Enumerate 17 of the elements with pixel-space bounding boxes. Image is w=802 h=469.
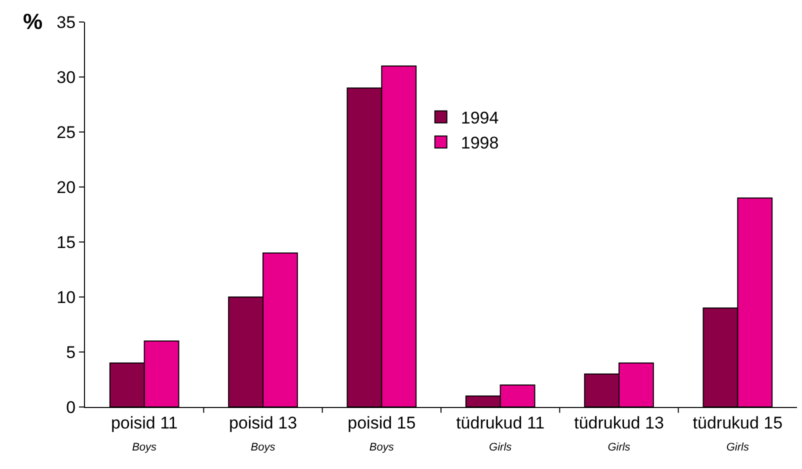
y-tick-label: 0	[66, 398, 76, 417]
y-tick-label: 10	[56, 288, 76, 307]
y-tick-label: 30	[56, 68, 76, 87]
y-tick-label: 20	[56, 178, 76, 197]
y-axis-title: %	[23, 9, 43, 34]
x-tick-label: tüdrukud 11 Girls	[456, 413, 545, 454]
x-tick-label: poisid 11 Boys	[110, 413, 178, 454]
x-tick-label: tüdrukud 15 Girls	[692, 413, 783, 454]
y-tick-label: 15	[56, 232, 76, 252]
legend-label: 1994	[460, 108, 499, 128]
x-tick-label: tüdrukud 13 Girls	[574, 413, 664, 454]
legend-label: 1998	[460, 134, 499, 153]
x-tick-label: poisid 13 Boys	[228, 413, 298, 454]
x-tick-label: poisid 15 Boys	[348, 413, 416, 454]
y-tick-label: 25	[56, 122, 76, 142]
y-tick-label: 5	[66, 342, 76, 362]
y-tick-label: 35	[56, 12, 76, 32]
